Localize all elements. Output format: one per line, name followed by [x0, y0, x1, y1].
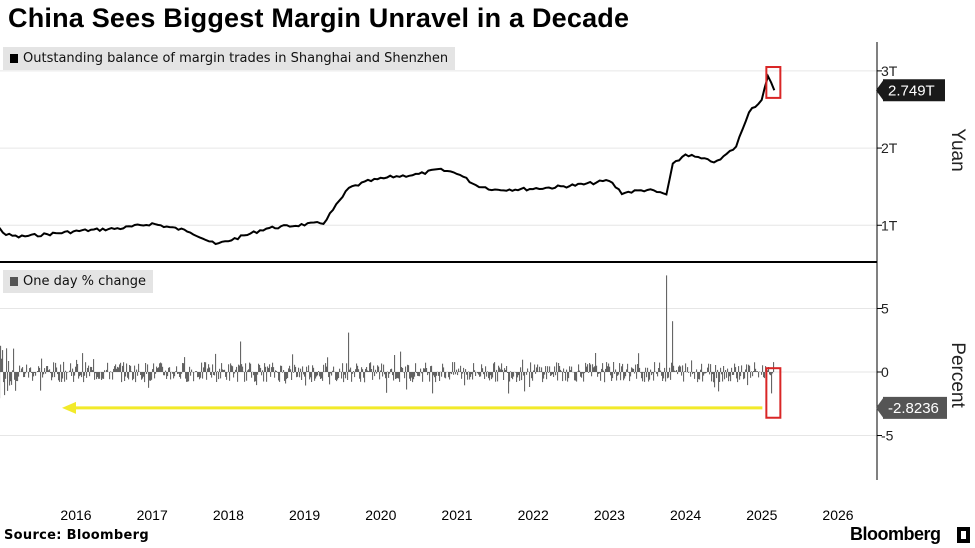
- x-tick-label: 2026: [822, 507, 853, 523]
- callout-pointer-top: [876, 79, 884, 102]
- y-tick-label-top: 1T: [881, 217, 898, 233]
- brand-mark-icon: [957, 527, 970, 543]
- callout-pointer-bottom: [876, 396, 884, 419]
- last-value-label-bottom: -2.8236: [888, 400, 939, 417]
- legend-swatch-balance: [10, 54, 18, 63]
- chart-title: China Sees Biggest Margin Unravel in a D…: [8, 3, 630, 33]
- callout-box-top: [883, 79, 945, 102]
- x-tick-label: 2021: [441, 507, 472, 523]
- grid-lines: [0, 70, 877, 437]
- annotations: 2.749T -2.8236: [62, 66, 947, 419]
- y-tick-label-bottom: 5: [881, 300, 889, 316]
- y-axis-title-top: Yuan: [947, 128, 968, 171]
- y-tick-label-bottom: -5: [881, 428, 894, 444]
- legend-label-change: One day % change: [23, 274, 146, 289]
- balance-series: [0, 73, 776, 246]
- y-axis-title-bottom: Percent: [947, 342, 968, 408]
- x-tick-label: 2022: [518, 507, 549, 523]
- change-bars: [0, 275, 775, 399]
- legend-label-balance: Outstanding balance of margin trades in …: [23, 51, 449, 66]
- x-tick-label: 2023: [594, 507, 625, 523]
- axes: [0, 42, 882, 480]
- tick-labels: 1T 2T 3T -5 0 5 Yuan Percent 2016 2017 2018 2019 202…: [60, 63, 968, 523]
- source-note: Source: Bloomberg: [4, 528, 149, 543]
- x-tick-label: 2020: [365, 507, 396, 523]
- x-tick-label: 2019: [289, 507, 320, 523]
- legend-swatch-change: [10, 277, 18, 286]
- x-tick-label: 2024: [670, 507, 701, 523]
- x-tick-label: 2016: [60, 507, 91, 523]
- x-tick-label: 2025: [746, 507, 777, 523]
- y-tick-label-top: 2T: [881, 140, 898, 156]
- last-value-label-top: 2.749T: [888, 82, 935, 99]
- y-tick-label-top: 3T: [881, 63, 898, 79]
- callout-box-bottom: [883, 396, 947, 419]
- x-tick-label: 2017: [137, 507, 168, 523]
- balance-line: [0, 73, 776, 246]
- arrow-head: [62, 401, 76, 414]
- x-tick-label: 2018: [213, 507, 244, 523]
- legend-balance: Outstanding balance of margin trades in …: [3, 47, 456, 70]
- highlight-box-top: [765, 66, 782, 99]
- brand-logo: Bloomberg: [850, 524, 941, 544]
- y-tick-label-bottom: 0: [881, 364, 889, 380]
- highlight-box-bottom: [765, 367, 782, 419]
- legend-change: One day % change: [3, 270, 153, 293]
